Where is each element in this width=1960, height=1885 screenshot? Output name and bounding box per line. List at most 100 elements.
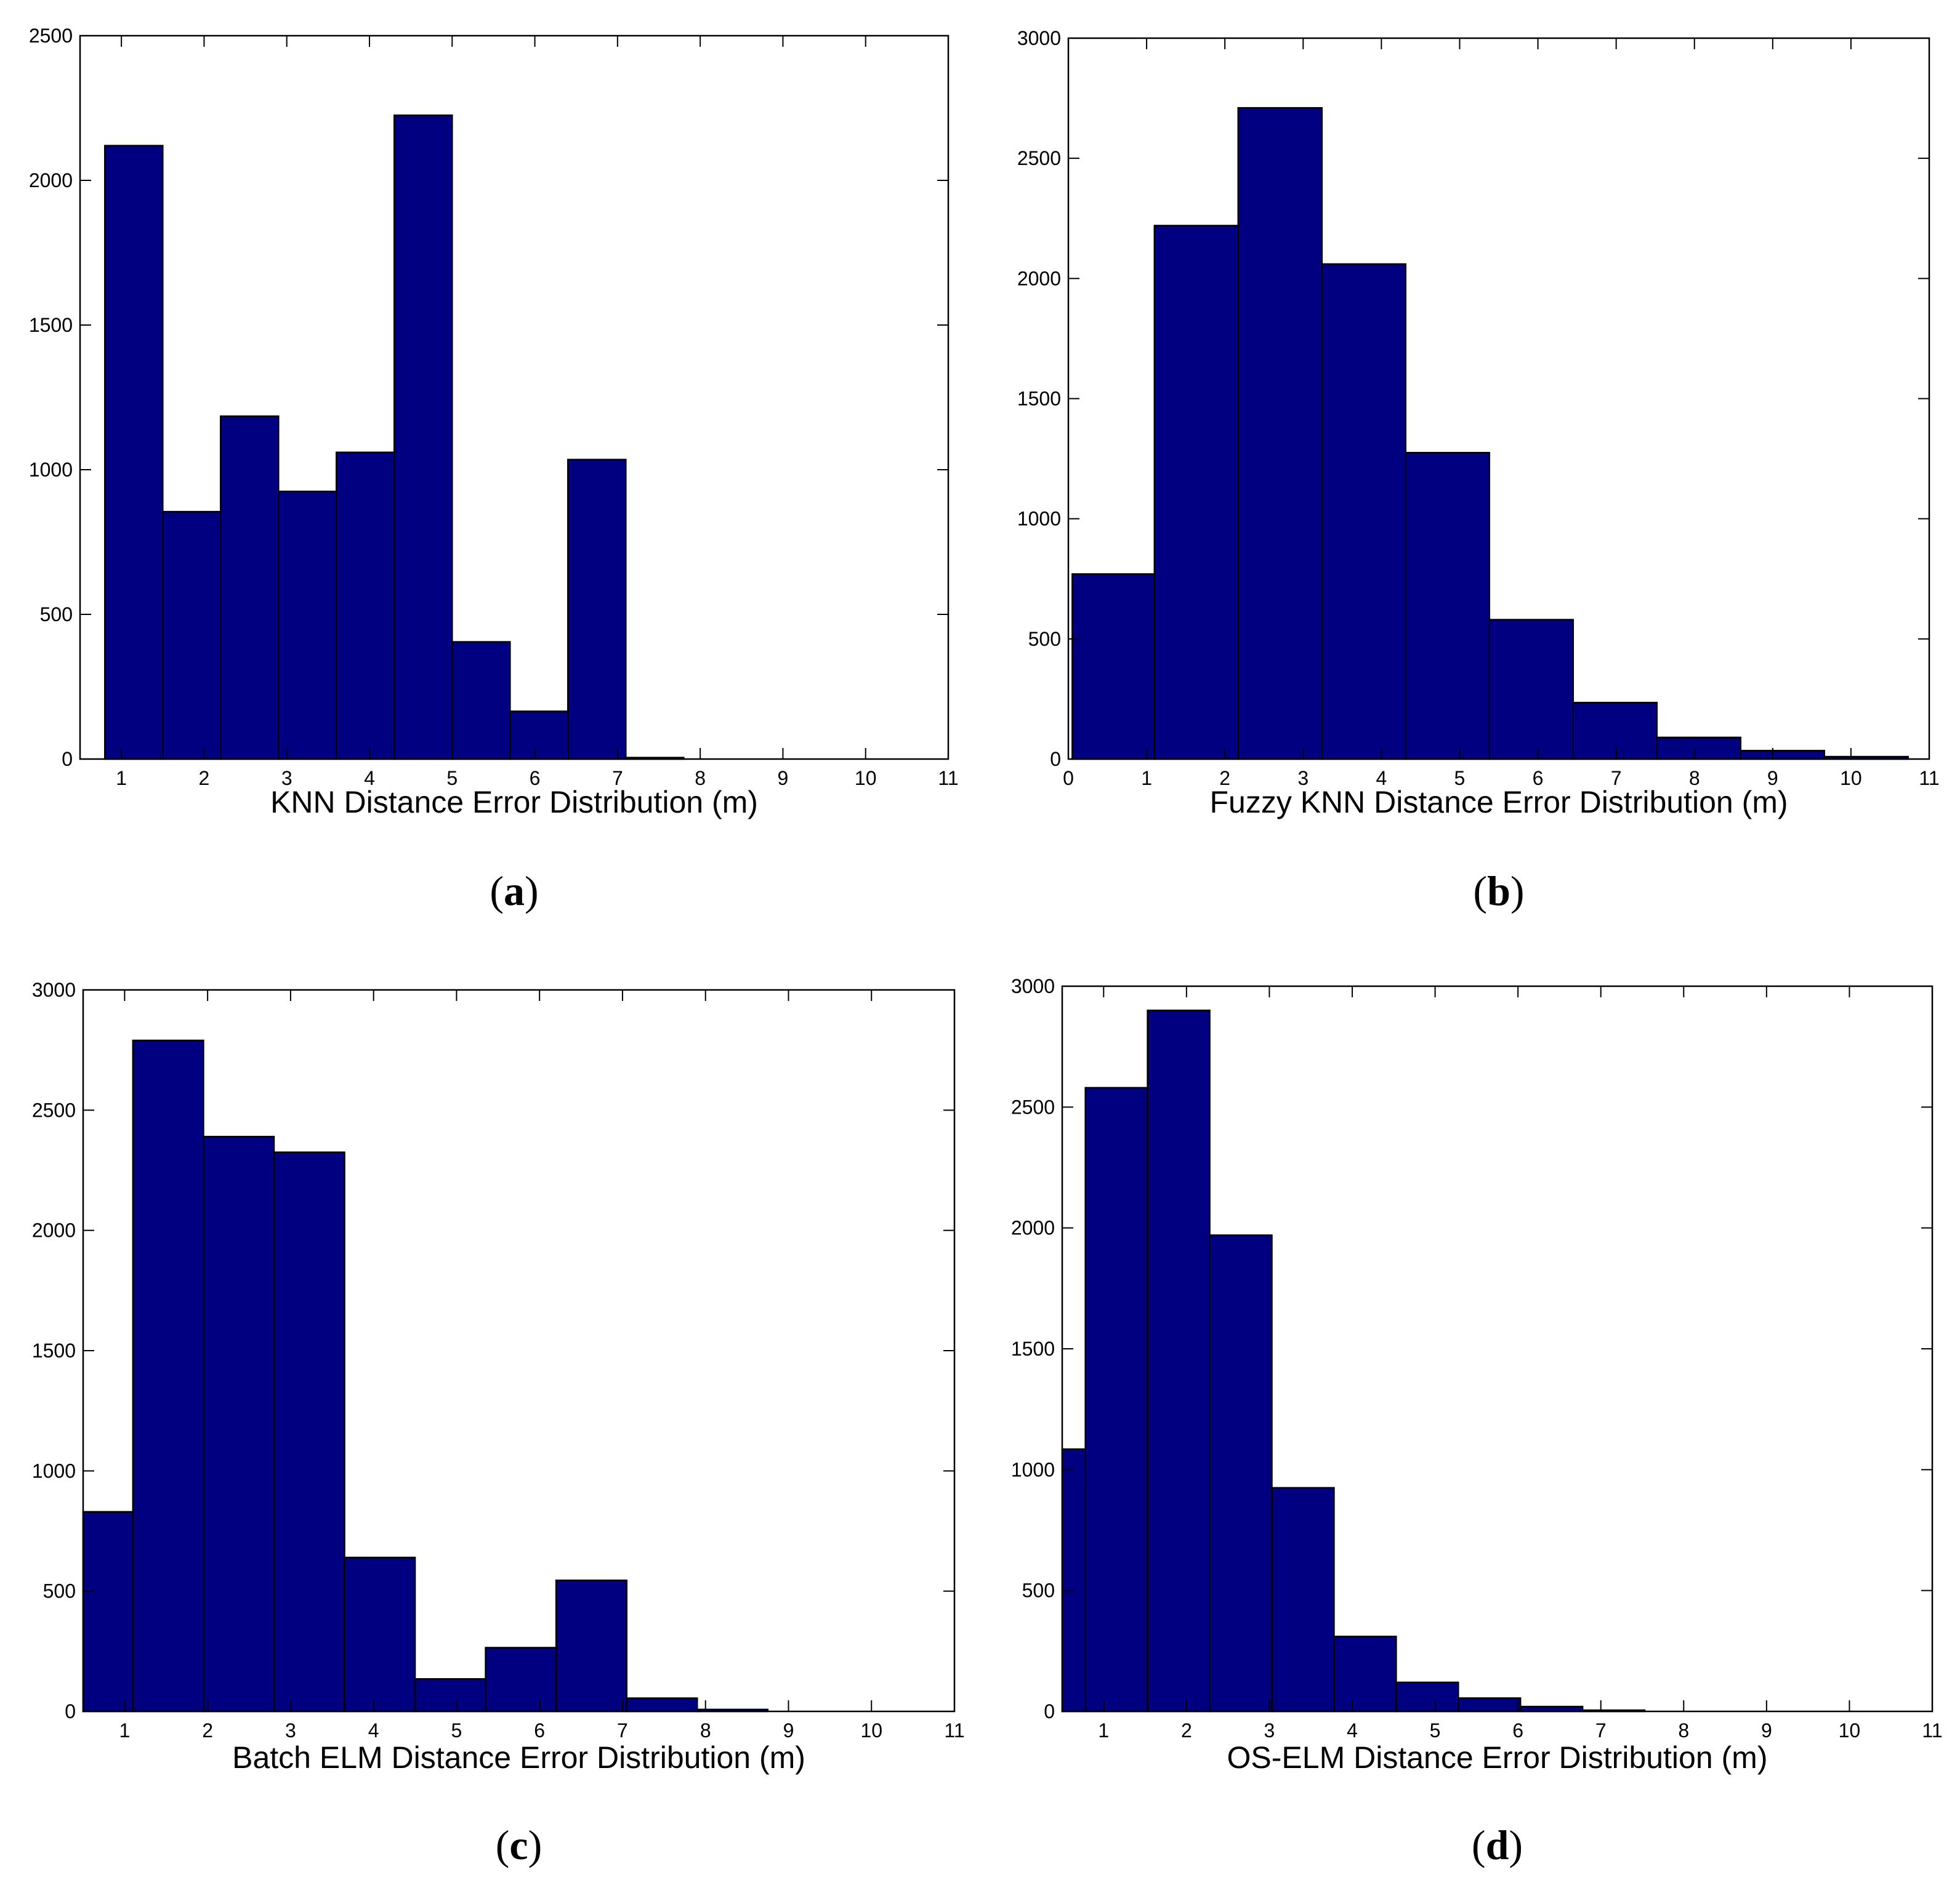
bar-d-4 [1271,1487,1335,1713]
bar-b-8 [1740,750,1825,760]
x-tick-label-a-8: 9 [778,767,789,789]
y-tick-label-c-0: 0 [65,1700,76,1722]
bar-d-6 [1395,1681,1459,1713]
bar-c-2 [203,1136,275,1713]
x-tick-label-b-11: 11 [1919,767,1939,789]
x-tick-label-c-10: 11 [944,1719,964,1742]
y-tick-label-c-6: 3000 [32,979,76,1001]
x-tick-label-b-0: 0 [1063,767,1074,789]
y-tick-label-c-5: 2500 [32,1099,76,1121]
x-axis-label-b: Fuzzy KNN Distance Error Distribution (m… [1209,785,1788,819]
x-tick-label-b-7: 7 [1611,767,1622,789]
panel-label-c: (c) [496,1822,542,1868]
bar-b-2 [1237,107,1323,760]
x-axis-label-a: KNN Distance Error Distribution (m) [270,785,758,819]
x-axis-label-d: OS-ELM Distance Error Distribution (m) [1227,1740,1768,1775]
y-tick-label-d-3: 1500 [1011,1338,1055,1360]
bar-b-0 [1071,573,1156,760]
bar-c-8 [626,1697,698,1713]
bar-a-1 [162,510,222,760]
y-tick-label-a-5: 2500 [29,25,73,47]
panel-label-b: (b) [1473,867,1524,914]
bar-c-5 [414,1678,486,1713]
y-tick-label-b-2: 1000 [1017,508,1061,530]
x-tick-label-c-2: 3 [285,1719,296,1742]
x-tick-label-c-8: 9 [783,1719,794,1742]
bar-a-8 [567,459,627,760]
chart-panel-c: 1 2 3 4 5 6 7 8 9 10 11 0 500 1000 1500 2000 2500 3000 Ba… [32,979,965,1868]
panel-letter-d: d [1486,1822,1509,1868]
y-tick-label-d-1: 500 [1022,1580,1055,1602]
y-tick-label-a-3: 1500 [29,314,73,336]
bar-a-7 [509,710,569,760]
x-tick-label-b-9: 9 [1767,767,1778,789]
y-tick-label-c-2: 1000 [32,1460,76,1482]
bar-d-7 [1458,1697,1522,1713]
x-tick-label-b-5: 5 [1454,767,1466,789]
x-tick-label-d-4: 5 [1430,1719,1441,1742]
x-axis-label-c: Batch ELM Distance Error Distribution (m… [232,1740,805,1775]
bars-d [1061,1010,1646,1713]
x-tick-label-d-9: 10 [1839,1719,1861,1742]
x-tick-label-b-1: 1 [1141,767,1152,789]
y-tick-label-b-0: 0 [1050,748,1061,770]
y-tick-label-d-6: 3000 [1011,975,1055,997]
y-tick-label-a-1: 500 [40,603,73,625]
bar-b-4 [1405,452,1490,760]
x-tick-label-c-4: 5 [451,1719,462,1742]
x-tick-label-a-1: 2 [199,767,210,789]
bar-a-5 [393,115,453,760]
x-tick-label-d-3: 4 [1347,1719,1358,1742]
x-tick-label-c-0: 1 [119,1719,130,1742]
bar-d-5 [1333,1636,1397,1713]
y-tick-label-c-1: 500 [43,1580,76,1602]
x-tick-label-b-3: 3 [1297,767,1309,789]
bar-c-7 [555,1579,627,1713]
x-tick-label-c-5: 6 [534,1719,545,1742]
x-tick-label-a-2: 3 [281,767,292,789]
x-tick-label-d-10: 11 [1922,1719,1942,1742]
x-tick-label-c-9: 10 [860,1719,882,1742]
bar-c-1 [132,1039,204,1713]
y-tick-label-c-4: 2000 [32,1220,76,1242]
bar-d-3 [1209,1234,1273,1713]
y-tick-label-c-3: 1500 [32,1340,76,1362]
ticks-a: 1 2 3 4 5 6 7 8 9 10 11 0 500 1000 1500 2000 2500 [29,25,959,789]
y-tick-label-d-2: 1000 [1011,1458,1055,1481]
bar-c-3 [273,1151,345,1713]
x-tick-label-a-5: 6 [530,767,541,789]
panel-letter-a: a [504,867,525,914]
y-tick-label-b-5: 2500 [1017,147,1061,169]
y-tick-label-a-2: 1000 [29,459,73,481]
bar-b-3 [1321,263,1407,760]
bars-c [82,1039,769,1713]
x-tick-label-d-0: 1 [1098,1719,1109,1742]
ticks-c: 1 2 3 4 5 6 7 8 9 10 11 0 500 1000 1500 2000 2500 3000 [32,979,965,1742]
x-tick-label-a-7: 8 [695,767,706,789]
x-tick-label-b-10: 10 [1840,767,1862,789]
y-tick-label-d-5: 2500 [1011,1096,1055,1118]
y-tick-label-b-4: 2000 [1017,267,1061,289]
bar-a-2 [220,415,280,760]
x-tick-label-c-3: 4 [368,1719,379,1742]
ticks-d: 1 2 3 4 5 6 7 8 9 10 11 0 500 1000 1500 2000 2500 3000 [1011,975,1943,1742]
bar-d-2 [1147,1010,1211,1713]
chart-panel-a: 1 2 3 4 5 6 7 8 9 10 11 0 500 1000 1500 2000 2500 KNN Di… [29,25,959,914]
x-tick-label-d-1: 2 [1181,1719,1192,1742]
x-tick-label-a-9: 10 [855,767,877,789]
chart-panel-d: 1 2 3 4 5 6 7 8 9 10 11 0 500 1000 1500 2000 2500 3000 OS… [1011,975,1943,1868]
panel-label-d: (d) [1472,1822,1523,1868]
bar-d-1 [1084,1087,1148,1713]
panel-letter-b: b [1487,867,1510,914]
bar-a-0 [104,145,164,760]
x-tick-label-b-6: 6 [1533,767,1544,789]
x-tick-label-d-6: 7 [1595,1719,1607,1742]
x-tick-label-c-1: 2 [202,1719,213,1742]
x-tick-label-d-5: 6 [1512,1719,1523,1742]
x-tick-label-c-6: 7 [617,1719,628,1742]
bar-c-0 [82,1511,134,1713]
bar-b-6 [1572,702,1658,760]
bar-b-7 [1656,736,1741,760]
y-tick-label-a-0: 0 [62,748,73,770]
